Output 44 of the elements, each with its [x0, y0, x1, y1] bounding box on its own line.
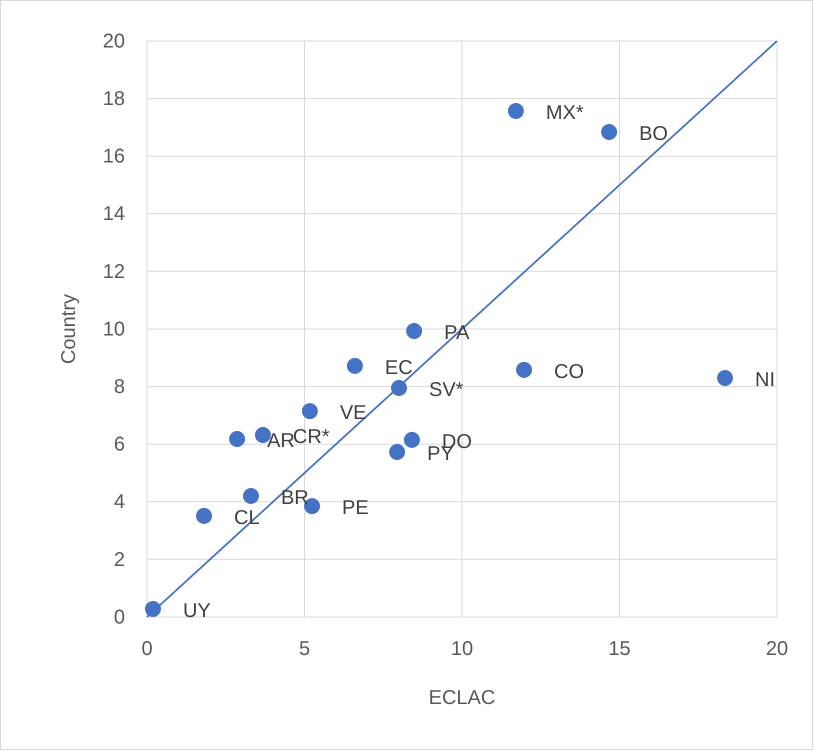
point — [406, 323, 422, 339]
annotation: PE — [342, 497, 369, 520]
y-tick-label: 10 — [102, 318, 125, 340]
annotation: BO — [639, 123, 668, 146]
point — [346, 358, 363, 374]
x-tick-label: 10 — [450, 638, 474, 660]
y-axis-title: Country — [58, 294, 80, 364]
y-tick-label: 8 — [114, 376, 125, 398]
x-tick-label: 20 — [766, 638, 788, 660]
x-axis-title: ECLAC — [428, 687, 496, 709]
y-tick-label: 18 — [102, 88, 125, 110]
annotation: AR — [267, 430, 295, 452]
y-tick-label: 4 — [114, 491, 125, 514]
point — [717, 370, 734, 386]
point — [508, 103, 524, 119]
point — [302, 403, 318, 420]
annotation: SV* — [429, 379, 464, 402]
y-tick-label: 6 — [114, 434, 125, 456]
y-tick-label: 12 — [102, 260, 125, 283]
x-tick-label: 15 — [608, 638, 631, 660]
point — [229, 431, 246, 447]
point — [145, 600, 161, 617]
point — [601, 124, 618, 140]
annotation: UY — [182, 600, 211, 622]
y-tick-label: 2 — [114, 548, 125, 571]
y-tick-label: 16 — [102, 146, 125, 168]
annotation: MX* — [546, 102, 584, 124]
point — [242, 488, 259, 504]
y-tick-label: 14 — [102, 203, 125, 226]
annotation: CR* — [292, 426, 330, 448]
point — [196, 508, 212, 524]
point — [404, 432, 420, 448]
annotation: BR — [280, 487, 309, 510]
x-tick-label: 0 — [141, 638, 153, 660]
annotation: VE — [340, 402, 367, 424]
x-tick-label: 5 — [298, 638, 310, 660]
y-tick-label: 0 — [114, 606, 125, 628]
point — [516, 362, 532, 378]
point — [391, 380, 407, 396]
point — [389, 444, 406, 460]
y-tick-label: 20 — [102, 30, 125, 52]
annotation: CO — [554, 360, 584, 383]
annotation: NI — [755, 368, 776, 391]
annotation: EC — [384, 356, 413, 379]
